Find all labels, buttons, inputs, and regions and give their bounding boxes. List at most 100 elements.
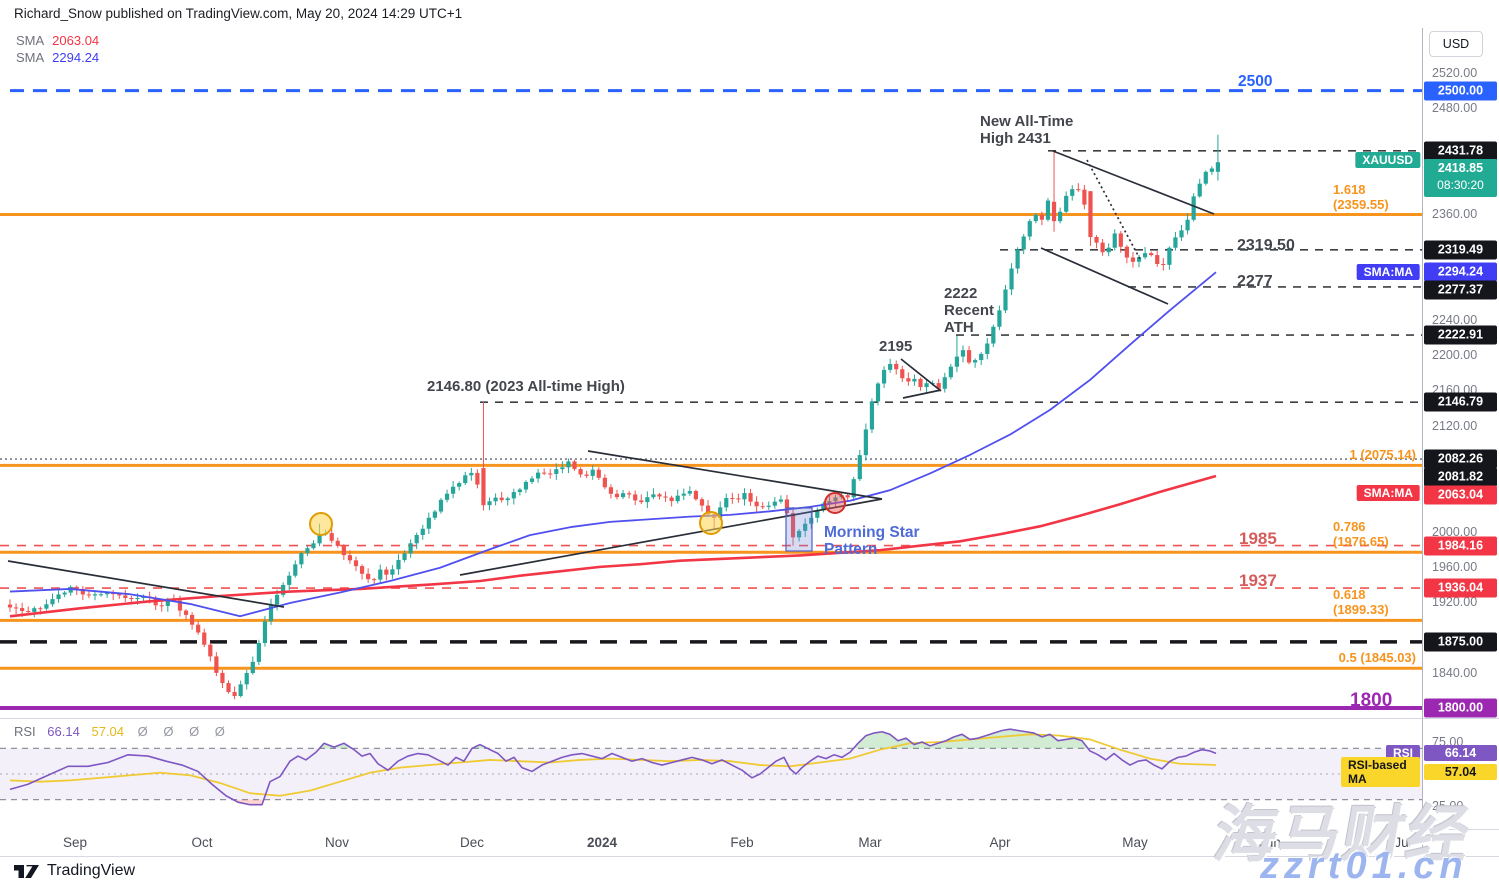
month-label-feb: Feb [730, 835, 754, 850]
circle-marker[interactable] [309, 512, 333, 536]
morning-star-highlight-rect[interactable] [785, 507, 813, 552]
rsi-band [0, 748, 1422, 800]
price-tick: 2520.00 [1432, 66, 1478, 80]
annotation-1800[interactable]: 1800 [1350, 690, 1393, 711]
price-label-2319.49: 2319.49 [1424, 240, 1497, 260]
fib-label: 1.618 (2359.55) [1333, 181, 1389, 212]
rsi-legend-value: 66.14 [47, 724, 80, 739]
tradingview-logo-text: TradingView [47, 862, 136, 879]
price-axis-border [1422, 28, 1423, 856]
axis-badge-rsi-based-ma: RSI-based MA [1341, 757, 1420, 787]
annotation-2222[interactable]: 2222 Recent ATH [944, 285, 995, 336]
circle-marker[interactable] [824, 492, 846, 514]
price-label-2500.00: 2500.00 [1424, 81, 1497, 101]
rsi-value-label-66.14: 66.14 [1424, 745, 1497, 761]
rsi-oversold-fill [233, 799, 264, 805]
time-axis[interactable] [0, 829, 1422, 856]
circle-marker[interactable] [699, 511, 723, 535]
price-tick: 1960.00 [1432, 559, 1478, 574]
tradingview-logo[interactable]: TradingView [14, 862, 135, 880]
price-tick: 2120.00 [1432, 418, 1478, 433]
annotation-2500[interactable]: 2500 [1238, 73, 1273, 90]
price-label-2431.78: 2431.78 [1424, 141, 1497, 161]
axis-badge-sma-ma: SMA:MA [1356, 264, 1420, 280]
candles-layer[interactable] [7, 134, 1221, 700]
price-tick: 2480.00 [1432, 101, 1478, 116]
price-label-2082.26: 2082.26 [1424, 449, 1497, 469]
month-label-nov: Nov [324, 835, 350, 850]
price-tick: 1920.00 [1432, 595, 1478, 610]
month-label-dec: Dec [459, 835, 485, 850]
price-label-1875.00: 1875.00 [1424, 632, 1497, 652]
fib-label: 0.5 (1845.03) [1338, 650, 1416, 666]
price-label-2418.85: 2418.85 08:30:20 [1424, 159, 1497, 198]
rsi-ma-line[interactable] [9, 733, 1217, 797]
price-tick: 2360.00 [1432, 207, 1478, 222]
price-label-2146.79: 2146.79 [1424, 392, 1497, 412]
month-label-apr: Apr [989, 835, 1011, 850]
month-label-oct: Oct [191, 835, 213, 850]
trendline-pennant-upper[interactable] [900, 358, 942, 392]
annotation-2277[interactable]: 2277 [1237, 273, 1273, 290]
price-label-1984.16: 1984.16 [1424, 536, 1497, 556]
price-tick: 1840.00 [1432, 665, 1478, 680]
sma-slow-line[interactable] [9, 474, 1217, 618]
fib-label: 1 (2075.14) [1349, 447, 1417, 463]
legend-sma-fast-value: 2294.24 [52, 50, 100, 65]
tradingview-logo-icon [14, 864, 39, 878]
annotation-2195[interactable]: 2195 [879, 338, 913, 355]
month-label-sep: Sep [62, 835, 88, 850]
fib-label: 0.618 (1899.33) [1333, 587, 1389, 618]
rsi-legend-label: RSI [14, 724, 36, 739]
month-label-jun: Jun [1259, 835, 1281, 850]
price-label-1936.04: 1936.04 [1424, 578, 1497, 598]
indicator-legend[interactable]: SMA 2063.04 SMA 2294.24 [16, 32, 99, 66]
rsi-hidden-inputs: Ø Ø Ø Ø [137, 724, 231, 739]
trendline-pennant-lower[interactable] [902, 389, 942, 399]
price-label-2063.04: 2063.04 [1424, 485, 1497, 505]
rsi-overbought-fill [472, 744, 488, 749]
trendline-channel-upper[interactable] [1052, 150, 1215, 215]
month-label-jul: Jul [1394, 835, 1412, 850]
annotation-2146.80-2023-all-time-high-[interactable]: 2146.80 (2023 All-time High) [427, 378, 625, 395]
sma-fast-line[interactable] [9, 271, 1217, 618]
pane-separator[interactable] [0, 718, 1499, 719]
legend-sma-slow-value: 2063.04 [52, 33, 100, 48]
legend-sma-slow-label: SMA [16, 33, 45, 48]
watermark-site-url: zzrt01.cn [1260, 845, 1468, 887]
price-label-2081.82: 2081.82 [1424, 467, 1497, 487]
month-label-2024: 2024 [586, 835, 618, 850]
rsi-tick: 25.00 [1432, 799, 1464, 813]
price-tick: 2000.00 [1432, 524, 1478, 539]
rsi-line[interactable] [9, 728, 1217, 806]
annotation-1937[interactable]: 1937 [1239, 571, 1277, 590]
publish-byline: Richard_Snow published on TradingView.co… [14, 6, 463, 21]
rsi-overbought-fill [319, 743, 352, 749]
annotation-morning-star[interactable]: Morning Star Pattern [824, 524, 920, 559]
timeline-bottom-border [0, 856, 1499, 857]
rsi-value-label-57.04: 57.04 [1424, 764, 1497, 780]
price-label-2277.37: 2277.37 [1424, 280, 1497, 300]
trendline-triangle-upper[interactable] [587, 450, 883, 500]
legend-sma-slow[interactable]: SMA 2063.04 [16, 32, 99, 49]
annotation-2319.50[interactable]: 2319.50 [1237, 237, 1295, 254]
trendline-channel-lower[interactable] [1040, 247, 1169, 305]
month-label-may: May [1122, 835, 1148, 850]
month-label-mar: Mar [858, 835, 882, 850]
axis-badge-xauusd: XAUUSD [1355, 152, 1420, 168]
trendline-channel-measured-move[interactable] [1086, 159, 1142, 262]
fib-label: 0.786 (1976.65) [1333, 519, 1389, 550]
trendline-sep-downtrend[interactable] [7, 560, 285, 608]
annotation-1985[interactable]: 1985 [1239, 529, 1277, 548]
price-tick: 2240.00 [1432, 312, 1478, 327]
axis-badge-sma-ma: SMA:MA [1356, 485, 1420, 501]
rsi-legend[interactable]: RSI 66.14 57.04 Ø Ø Ø Ø [14, 724, 231, 739]
legend-sma-fast-label: SMA [16, 50, 45, 65]
annotation-new-all-time[interactable]: New All-Time High 2431 [980, 113, 1074, 147]
currency-toggle-button[interactable]: USD [1429, 31, 1483, 57]
price-label-2222.91: 2222.91 [1424, 325, 1497, 345]
legend-sma-fast[interactable]: SMA 2294.24 [16, 49, 99, 66]
rsi-ma-legend-value: 57.04 [91, 724, 125, 739]
